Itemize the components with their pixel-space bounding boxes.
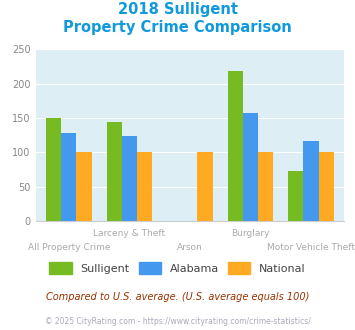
Text: Compared to U.S. average. (U.S. average equals 100): Compared to U.S. average. (U.S. average … xyxy=(46,292,309,302)
Bar xyxy=(61,133,76,221)
Bar xyxy=(106,121,122,221)
Bar xyxy=(46,118,61,221)
Bar xyxy=(319,152,334,221)
Bar xyxy=(243,113,258,221)
Bar xyxy=(197,152,213,221)
Text: © 2025 CityRating.com - https://www.cityrating.com/crime-statistics/: © 2025 CityRating.com - https://www.city… xyxy=(45,317,310,326)
Bar xyxy=(258,152,273,221)
Bar xyxy=(228,71,243,221)
Text: Property Crime Comparison: Property Crime Comparison xyxy=(63,20,292,35)
Text: Larceny & Theft: Larceny & Theft xyxy=(93,229,165,238)
Text: All Property Crime: All Property Crime xyxy=(28,243,110,251)
Legend: Sulligent, Alabama, National: Sulligent, Alabama, National xyxy=(45,258,310,278)
Bar xyxy=(304,142,319,221)
Bar xyxy=(122,136,137,221)
Text: 2018 Sulligent: 2018 Sulligent xyxy=(118,2,237,16)
Text: Arson: Arson xyxy=(177,243,203,251)
Bar xyxy=(288,171,304,221)
Text: Burglary: Burglary xyxy=(231,229,270,238)
Text: Motor Vehicle Theft: Motor Vehicle Theft xyxy=(267,243,355,251)
Bar xyxy=(137,152,152,221)
Bar xyxy=(76,152,92,221)
